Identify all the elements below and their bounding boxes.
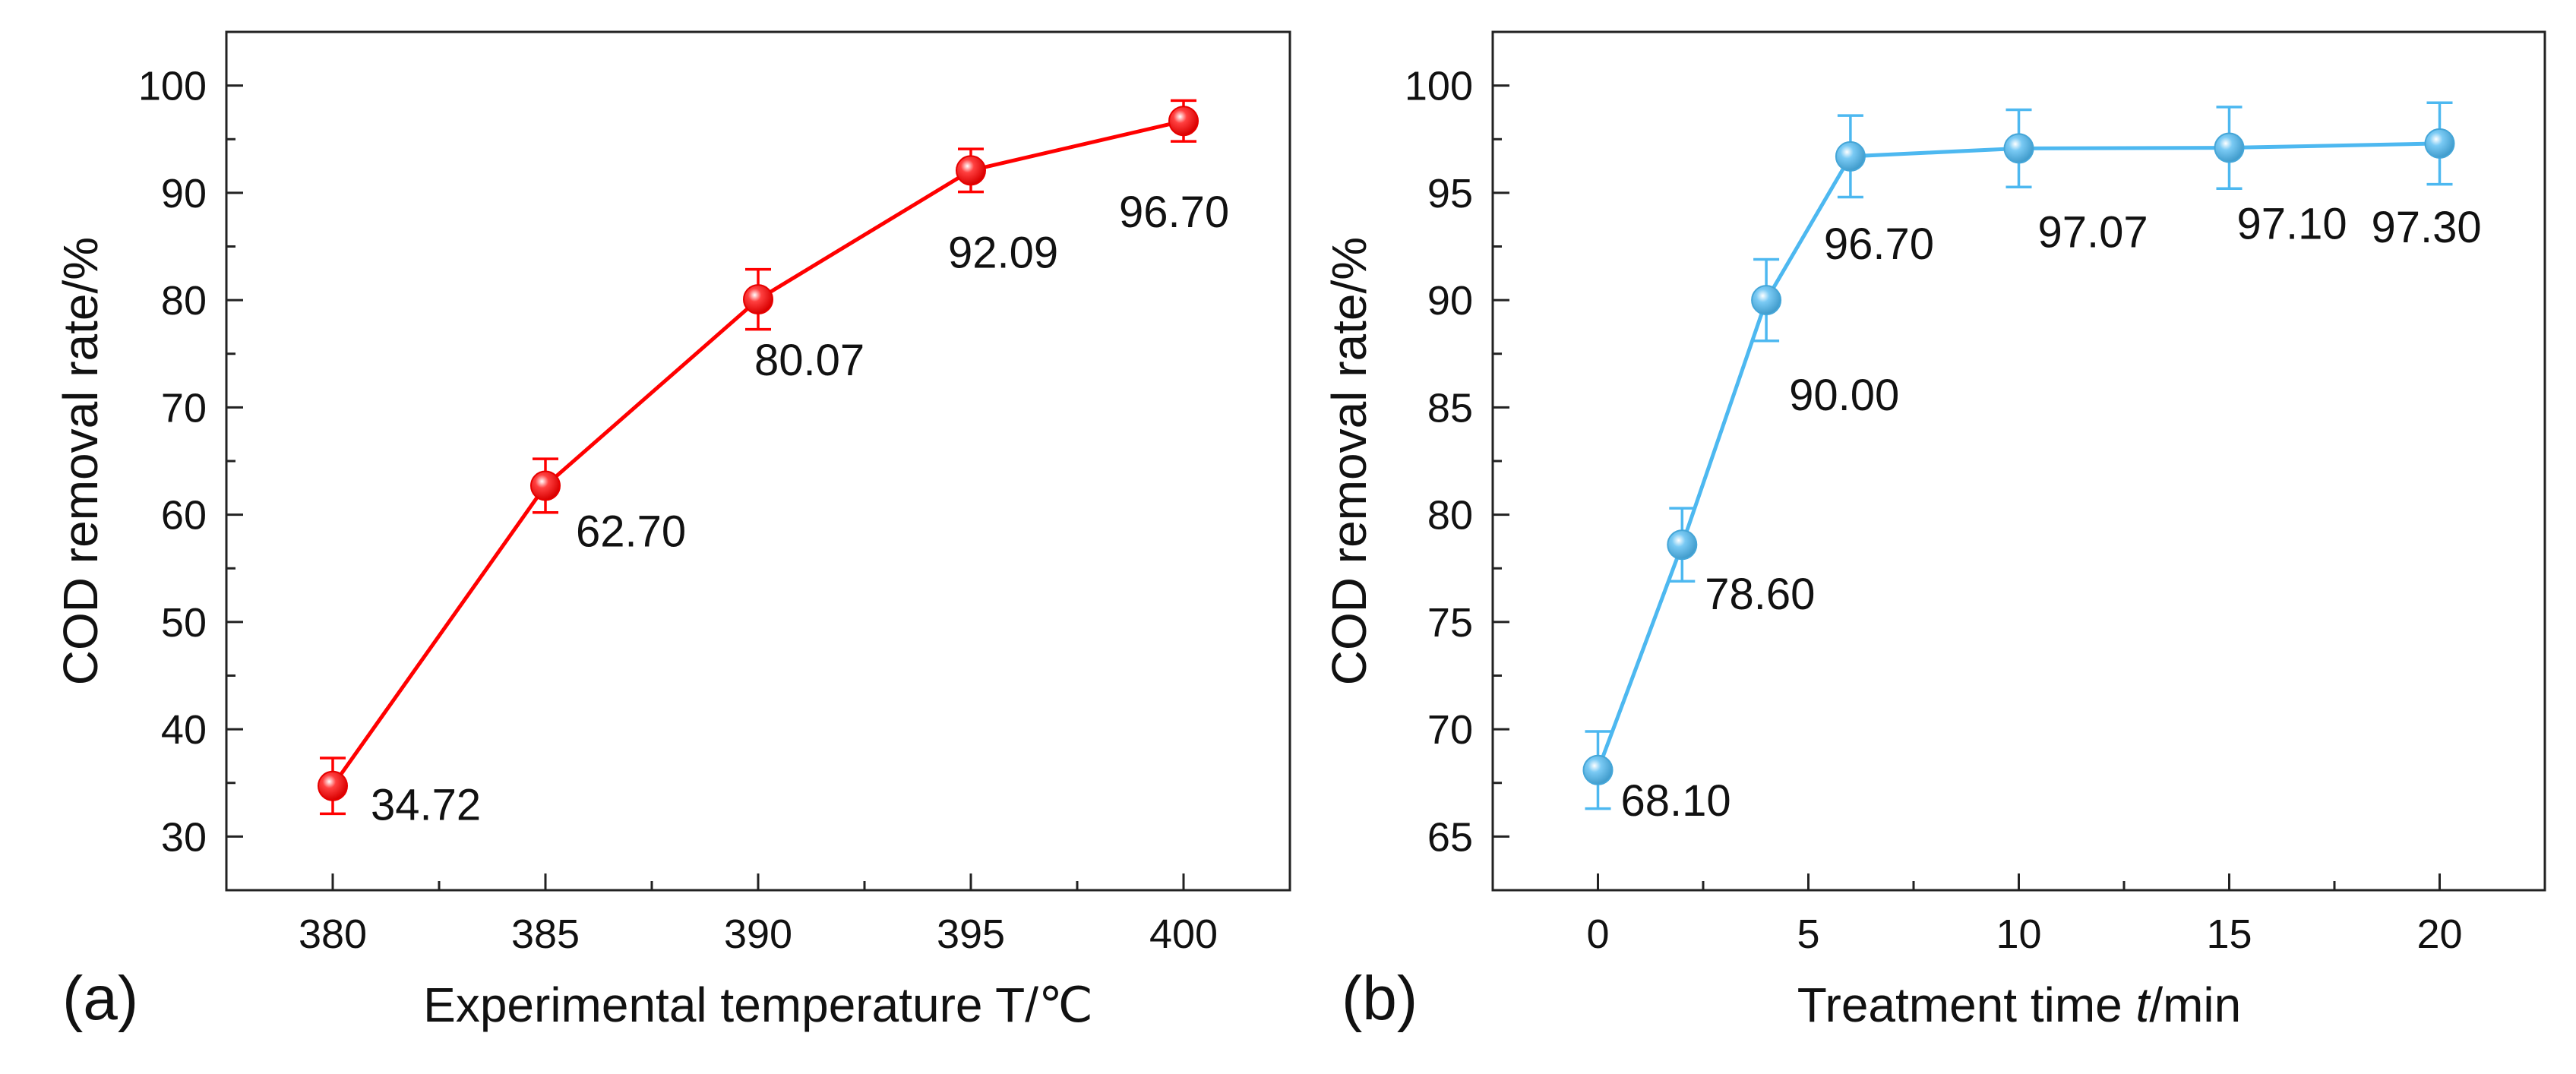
y-tick-label: 80 (1427, 493, 1473, 539)
data-label: 96.70 (1824, 220, 1934, 269)
y-tick-label: 30 (161, 814, 207, 860)
data-point (2214, 132, 2245, 163)
x-axis-title-suffix: /min (2149, 978, 2241, 1032)
y-tick-label: 70 (1427, 707, 1473, 753)
data-label: 96.70 (1119, 188, 1229, 237)
x-axis-title-variable: t (2136, 978, 2151, 1032)
x-tick-label: 385 (511, 911, 580, 957)
data-label: 68.10 (1621, 776, 1731, 826)
data-point (1667, 529, 1698, 561)
y-tick-label: 100 (138, 64, 207, 109)
y-tick-label: 100 (1405, 64, 1473, 109)
data-point (1582, 754, 1614, 785)
x-tick-label: 390 (724, 911, 792, 957)
data-point (318, 770, 348, 801)
panel-label: (b) (1342, 964, 1418, 1033)
y-tick-label: 40 (161, 707, 207, 753)
data-point (2003, 133, 2034, 164)
data-label: 80.07 (754, 336, 864, 385)
plot-frame (225, 30, 1291, 892)
panel-label: (a) (62, 964, 138, 1033)
x-tick-label: 5 (1797, 911, 1819, 957)
data-label: 78.60 (1705, 570, 1815, 619)
data-label: 62.70 (576, 507, 686, 556)
y-tick-label: 65 (1427, 814, 1473, 860)
data-label: 92.09 (948, 228, 1058, 277)
y-tick-label: 70 (161, 385, 207, 431)
x-tick-label: 400 (1149, 911, 1218, 957)
data-label: 97.10 (2237, 200, 2347, 249)
x-tick-label: 10 (1996, 911, 2041, 957)
data-point (1835, 141, 1866, 172)
y-tick-label: 90 (161, 171, 207, 216)
y-axis-title: COD removal rate/% (1322, 237, 1377, 685)
data-point (530, 470, 561, 501)
y-tick-label: 75 (1427, 600, 1473, 646)
data-point (1751, 285, 1782, 316)
x-tick-label: 0 (1586, 911, 1609, 957)
series-line (330, 118, 1184, 788)
panel-a-chart: 30 40 50 60 70 80 90 100 380 385 390 395 400 34.72 62.… (53, 30, 1291, 1033)
x-tick-label: 380 (299, 911, 367, 957)
x-axis-title: Experimental temperature T/℃ (423, 978, 1093, 1032)
data-point (956, 155, 986, 186)
data-label: 34.72 (371, 781, 481, 830)
x-tick-label: 20 (2416, 911, 2462, 957)
y-tick-label: 80 (161, 278, 207, 324)
data-point (743, 284, 773, 315)
y-tick-label: 95 (1427, 171, 1473, 216)
data-label: 97.30 (2372, 203, 2482, 252)
data-label: 90.00 (1789, 371, 1899, 420)
data-point (1168, 106, 1199, 137)
x-tick-label: 395 (937, 911, 1005, 957)
y-axis-title: COD removal rate/% (53, 237, 108, 685)
data-label: 97.07 (2038, 207, 2148, 257)
x-tick-label: 15 (2206, 911, 2252, 957)
y-tick-label: 60 (161, 493, 207, 539)
data-point (2424, 128, 2455, 159)
y-tick-label: 85 (1427, 385, 1473, 431)
x-axis-title: Treatment time t/min (1797, 978, 2241, 1032)
y-tick-label: 90 (1427, 278, 1473, 324)
y-tick-label: 50 (161, 600, 207, 646)
x-axis-title-prefix: Treatment time (1797, 978, 2136, 1032)
panel-b-chart: 65 70 75 80 85 90 95 100 0 5 10 15 20 68.10 78.60 90.00… (1322, 30, 2546, 1033)
